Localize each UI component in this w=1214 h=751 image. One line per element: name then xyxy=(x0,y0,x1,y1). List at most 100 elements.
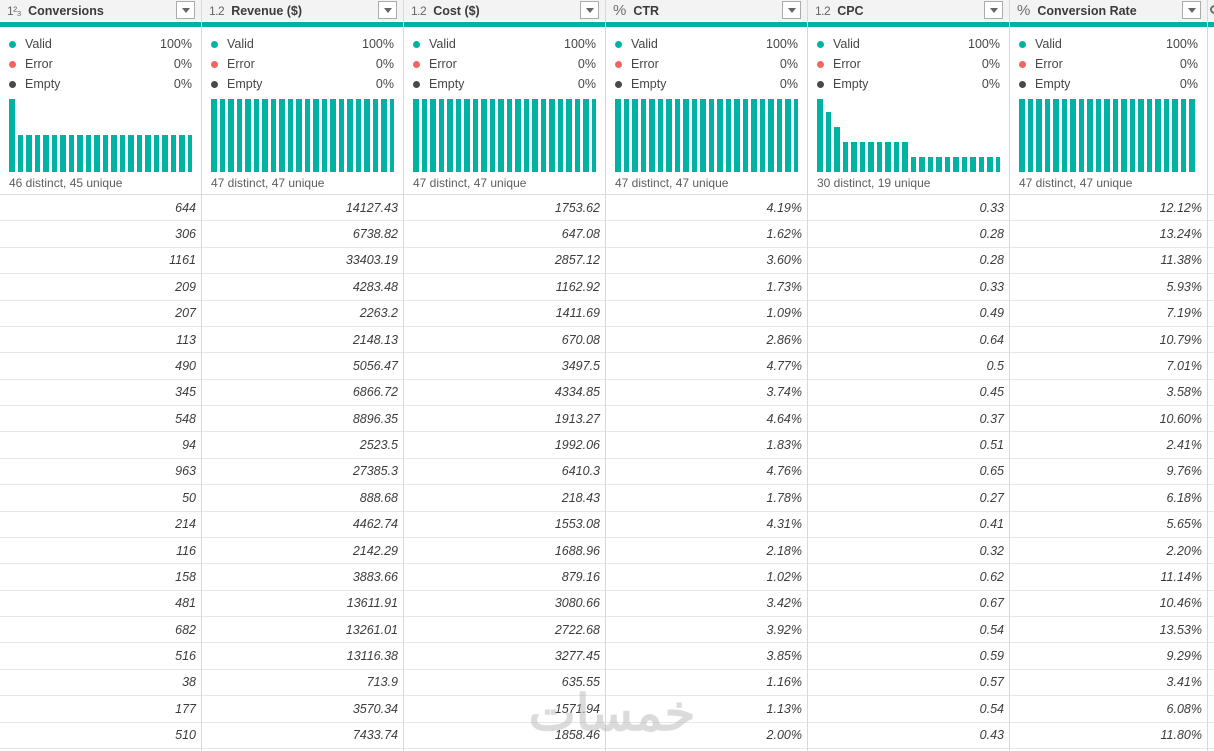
histogram-bar[interactable] xyxy=(515,99,521,172)
histogram-bar[interactable] xyxy=(9,99,15,172)
histogram-bar[interactable] xyxy=(219,99,225,172)
table-cell[interactable]: 2.18% xyxy=(606,537,807,565)
histogram-bar[interactable] xyxy=(1121,99,1127,172)
column-header[interactable]: 1.2 Revenue ($) xyxy=(202,0,403,21)
table-cell[interactable]: 7.19% xyxy=(1010,300,1207,327)
table-cell[interactable]: 4.31% xyxy=(606,511,807,538)
table-cell[interactable]: 0.57 xyxy=(808,669,1009,697)
column-name[interactable]: CTR xyxy=(633,3,660,18)
histogram-bar[interactable] xyxy=(574,99,580,172)
histogram-bar[interactable] xyxy=(885,142,891,172)
table-cell[interactable]: 490 xyxy=(0,353,201,380)
histogram-bar[interactable] xyxy=(145,135,151,172)
table-cell[interactable]: 0.54 xyxy=(808,617,1009,644)
histogram-bar[interactable] xyxy=(868,142,874,172)
table-cell[interactable]: 13.53% xyxy=(1010,617,1207,644)
histogram-bar[interactable] xyxy=(1138,99,1144,172)
histogram-bar[interactable] xyxy=(632,99,638,172)
filter-dropdown-button[interactable] xyxy=(378,1,397,19)
histogram-bar[interactable] xyxy=(68,135,74,172)
table-cell[interactable]: 713.9 xyxy=(202,669,403,697)
filter-dropdown-button[interactable] xyxy=(782,1,801,19)
table-cell[interactable]: 4.19% xyxy=(606,195,807,222)
histogram-bar[interactable] xyxy=(355,99,361,172)
histogram-bar[interactable] xyxy=(85,135,91,172)
table-cell[interactable]: 14127.43 xyxy=(202,195,403,222)
histogram-bar[interactable] xyxy=(313,99,319,172)
table-cell[interactable]: 5.65% xyxy=(1010,511,1207,538)
table-cell[interactable]: 214 xyxy=(0,511,201,538)
histogram-bar[interactable] xyxy=(296,99,302,172)
column-header[interactable]: 1.2 Cost ($) xyxy=(404,0,605,21)
histogram-bar[interactable] xyxy=(583,99,589,172)
filter-dropdown-button[interactable] xyxy=(1182,1,1201,19)
histogram-bar[interactable] xyxy=(381,99,387,172)
table-cell[interactable]: 94 xyxy=(0,432,201,459)
histogram-bar[interactable] xyxy=(1180,99,1186,172)
table-cell[interactable]: 9.29% xyxy=(1010,643,1207,670)
histogram-bar[interactable] xyxy=(43,135,49,172)
histogram-bar[interactable] xyxy=(708,99,714,172)
histogram-bar[interactable] xyxy=(179,135,185,172)
table-cell[interactable]: 11.38% xyxy=(1010,247,1207,275)
table-cell[interactable]: 670.08 xyxy=(404,326,605,354)
table-cell[interactable]: 1753.62 xyxy=(404,195,605,222)
table-cell[interactable]: 3080.66 xyxy=(404,590,605,617)
table-cell[interactable]: 0.45 xyxy=(808,379,1009,406)
histogram-bar[interactable] xyxy=(1197,99,1198,172)
histogram-bar[interactable] xyxy=(549,99,555,172)
table-cell[interactable]: 2.00% xyxy=(606,722,807,749)
histogram-bar[interactable] xyxy=(245,99,251,172)
histogram-bar[interactable] xyxy=(51,135,57,172)
table-cell[interactable]: 6866.72 xyxy=(202,379,403,406)
histogram-bar[interactable] xyxy=(1146,99,1152,172)
histogram-bar[interactable] xyxy=(1163,99,1169,172)
histogram-bar[interactable] xyxy=(591,99,596,172)
histogram-bar[interactable] xyxy=(1036,99,1042,172)
table-cell[interactable]: 635.55 xyxy=(404,669,605,697)
table-cell[interactable]: 3.58% xyxy=(1010,379,1207,406)
histogram-bar[interactable] xyxy=(170,135,176,172)
histogram-bar[interactable] xyxy=(472,99,478,172)
table-cell[interactable]: 0.65 xyxy=(808,458,1009,486)
table-cell[interactable]: 2148.13 xyxy=(202,326,403,354)
histogram-bar[interactable] xyxy=(1027,99,1033,172)
table-cell[interactable]: 3.92% xyxy=(606,617,807,644)
table-cell[interactable]: 2.41% xyxy=(1010,432,1207,459)
histogram-bar[interactable] xyxy=(776,99,782,172)
histogram-bar[interactable] xyxy=(26,135,32,172)
histogram-bar[interactable] xyxy=(540,99,546,172)
histogram-bar[interactable] xyxy=(919,157,925,172)
histogram-bar[interactable] xyxy=(372,99,378,172)
table-cell[interactable]: 1.16% xyxy=(606,669,807,697)
histogram-bar[interactable] xyxy=(1172,99,1178,172)
table-cell[interactable]: 345 xyxy=(0,379,201,406)
histogram-bar[interactable] xyxy=(876,142,882,172)
decimal-type-icon[interactable]: 1.2 xyxy=(209,3,225,18)
table-cell[interactable]: 0.43 xyxy=(808,722,1009,749)
table-cell[interactable]: 2.20% xyxy=(1010,537,1207,565)
histogram-bar[interactable] xyxy=(1087,99,1093,172)
table-cell[interactable]: 10.79% xyxy=(1010,326,1207,354)
table-cell[interactable]: 10.60% xyxy=(1010,406,1207,433)
histogram-bar[interactable] xyxy=(566,99,572,172)
histogram-bar[interactable] xyxy=(944,157,950,172)
table-cell[interactable]: 2263.2 xyxy=(202,300,403,327)
table-cell[interactable]: 4334.85 xyxy=(404,379,605,406)
histogram-bar[interactable] xyxy=(17,135,23,172)
histogram-bar[interactable] xyxy=(768,99,774,172)
table-cell[interactable]: 1.62% xyxy=(606,221,807,248)
histogram-bar[interactable] xyxy=(34,135,40,172)
histogram-bar[interactable] xyxy=(447,99,453,172)
histogram-bar[interactable] xyxy=(1053,99,1059,172)
histogram-bar[interactable] xyxy=(717,99,723,172)
table-cell[interactable]: 644 xyxy=(0,195,201,222)
table-cell[interactable]: 2142.29 xyxy=(202,537,403,565)
table-cell[interactable]: 548 xyxy=(0,406,201,433)
table-cell[interactable]: 3497.5 xyxy=(404,353,605,380)
histogram-bar[interactable] xyxy=(742,99,748,172)
table-cell[interactable]: 0.67 xyxy=(808,590,1009,617)
table-cell[interactable]: 3.41% xyxy=(1010,669,1207,697)
table-cell[interactable]: 7.01% xyxy=(1010,353,1207,380)
table-cell[interactable]: 13116.38 xyxy=(202,643,403,670)
